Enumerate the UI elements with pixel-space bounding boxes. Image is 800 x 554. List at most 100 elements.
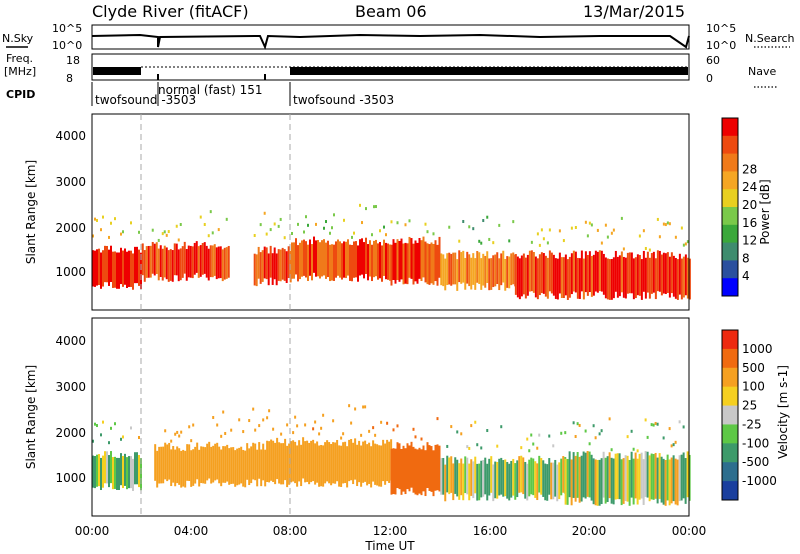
velocity-cell	[204, 447, 207, 484]
velocity-cell	[650, 423, 653, 427]
velocity-cell	[102, 420, 104, 424]
velocity-cell	[228, 448, 231, 485]
power-cell	[514, 254, 517, 295]
power-cell	[303, 239, 305, 276]
velocity-cell	[670, 444, 673, 448]
velocity-cell	[104, 451, 106, 484]
power-cell	[492, 255, 495, 288]
velocity-cell	[286, 423, 289, 427]
velocity-cell	[520, 446, 523, 450]
power-cell	[532, 252, 535, 293]
xtick-6: 00:00	[672, 524, 707, 538]
velocity-cell	[438, 445, 441, 492]
xaxis-label: Time UT	[364, 539, 415, 553]
power-cell	[161, 232, 164, 236]
power-cell	[263, 211, 266, 215]
velocity-cell	[328, 442, 331, 484]
velocity-cell	[176, 430, 179, 434]
velocity-cell	[342, 432, 345, 436]
velocity-cell	[250, 446, 253, 484]
velocity-cell	[234, 450, 237, 487]
power-cell	[678, 253, 681, 295]
velocity-cell	[216, 423, 219, 427]
power-cell	[572, 250, 575, 292]
velocity-cell	[532, 442, 535, 446]
velocity-cell	[410, 441, 413, 488]
power-cell	[361, 238, 363, 275]
power-colorbar-tick: 8	[742, 251, 750, 265]
velocity-colorbar-swatch	[722, 367, 738, 388]
velocity-cell	[212, 445, 215, 483]
velocity-cell	[662, 436, 665, 440]
power-cell	[486, 251, 489, 284]
velocity-cell	[296, 424, 299, 428]
velocity-data-layer	[92, 404, 691, 506]
power-cell	[379, 229, 381, 233]
velocity-cell	[600, 458, 603, 505]
velocity-cell	[556, 464, 559, 502]
power-cell	[654, 258, 657, 300]
velocity-cell	[262, 443, 265, 481]
power-cell	[612, 257, 615, 299]
power-cell	[472, 253, 475, 285]
power-cell	[365, 237, 367, 274]
velocity-cell	[662, 458, 665, 505]
power-cell	[512, 252, 515, 285]
velocity-cell	[364, 440, 367, 482]
velocity-cell	[92, 439, 94, 443]
velocity-cell	[528, 459, 531, 497]
power-cell	[454, 252, 457, 285]
power-cell	[586, 234, 589, 238]
power-cell	[112, 251, 114, 288]
power-cell	[418, 237, 421, 279]
velocity-cell	[538, 455, 541, 493]
velocity-cell	[190, 439, 193, 443]
velocity-cell	[614, 453, 617, 500]
velocity-cell	[604, 457, 607, 504]
velocity-cell	[316, 441, 319, 483]
power-cell	[438, 236, 441, 278]
power-cell	[191, 246, 194, 279]
power-cell	[546, 241, 549, 245]
power-cell	[638, 234, 641, 238]
power-cell	[460, 252, 463, 284]
power-cell	[335, 241, 337, 278]
power-cell	[402, 243, 405, 285]
power-cell	[668, 256, 671, 298]
power-cell	[138, 230, 140, 234]
velocity-cell	[530, 457, 533, 495]
power-cell	[686, 257, 689, 299]
power-cell	[130, 250, 132, 287]
velocity-cell	[314, 420, 317, 424]
power-cell	[620, 251, 623, 293]
velocity-cell	[108, 441, 110, 445]
power-cell	[674, 257, 677, 299]
velocity-cell	[242, 449, 245, 487]
velocity-cell	[120, 453, 122, 486]
velocity-cell	[110, 426, 112, 430]
power-cell	[508, 256, 511, 289]
power-cell	[173, 243, 176, 276]
velocity-cell	[252, 442, 255, 480]
velocity-cell	[322, 413, 325, 417]
velocity-cell	[592, 424, 595, 428]
power-cell	[426, 230, 429, 234]
power-cell	[496, 252, 499, 285]
power-cell	[108, 235, 110, 239]
power-panel: Slant Range [km] 1000 2000 3000 4000 4 8 1…	[24, 113, 772, 311]
power-cell	[177, 249, 180, 282]
velocity-cell	[392, 448, 395, 495]
power-cell	[143, 250, 146, 282]
power-cell	[383, 239, 385, 276]
velocity-cell	[490, 456, 493, 493]
velocity-cell	[550, 462, 553, 500]
power-cell	[365, 207, 367, 211]
velocity-cell	[432, 450, 435, 497]
power-colorbar-swatch	[722, 135, 738, 155]
power-cell	[221, 249, 224, 282]
power-cell	[207, 234, 210, 238]
power-cell	[524, 257, 527, 299]
power-cell	[576, 257, 579, 299]
velocity-cell	[224, 431, 227, 435]
power-cell	[404, 242, 407, 284]
